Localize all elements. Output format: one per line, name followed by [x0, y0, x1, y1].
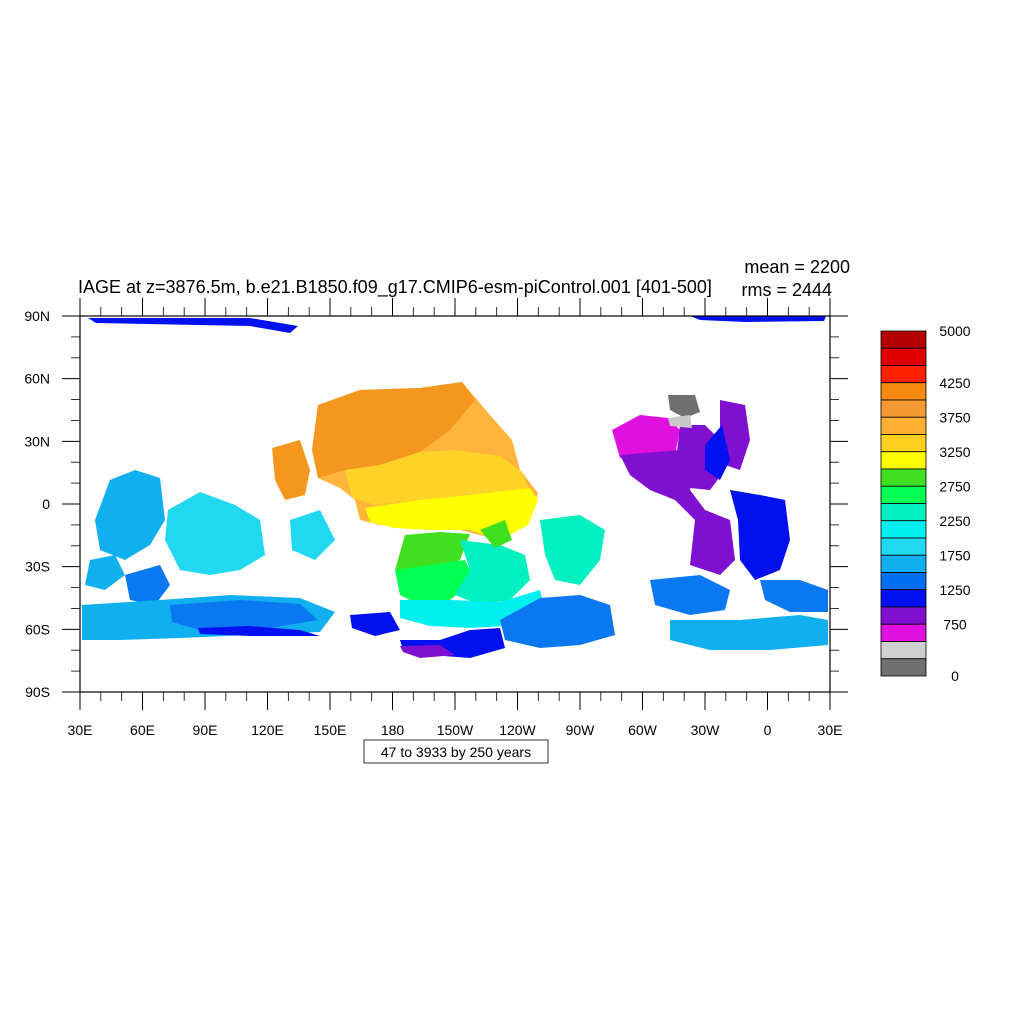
colorbar-label: 4250: [939, 375, 970, 391]
map-field: [82, 316, 828, 658]
y-axis-labels: 90N 60N 30N 0 30S 60S 90S: [24, 308, 50, 700]
colorbar-swatch: [880, 572, 927, 591]
y-tick-label: 90S: [25, 684, 50, 700]
x-tick-label: 0: [764, 722, 772, 738]
x-tick-label: 180: [381, 722, 405, 738]
west-pacific-orange: [272, 440, 310, 500]
south-east-atlantic-blue: [760, 580, 828, 612]
north-atlantic-blue: [705, 425, 730, 480]
colorbar-swatch: [880, 468, 927, 487]
southern-ocean-central-blue: [500, 595, 615, 648]
atlantic-purple: [620, 450, 735, 575]
colorbar-swatch: [880, 606, 927, 625]
subtropical-yellow-orange: [345, 450, 530, 505]
colorbar-swatch: [880, 347, 927, 366]
colorbar-label: 5000: [939, 323, 970, 339]
colorbar-swatch: [880, 537, 927, 556]
north-pacific-orange: [312, 382, 475, 478]
arctic-light-gray: [668, 415, 692, 428]
x-tick-label: 30E: [68, 722, 93, 738]
colorbar-swatch: [880, 451, 927, 470]
southern-ocean-deep-blue: [198, 626, 320, 636]
central-indian-sky: [165, 492, 265, 575]
indian-patch: [85, 555, 125, 590]
indian-deep-blue-patch: [125, 565, 170, 605]
colorbar-swatch: [880, 416, 927, 435]
colorbar-swatch: [880, 399, 927, 418]
y-tick-label: 90N: [24, 308, 50, 324]
colorbar-label: 2250: [939, 513, 970, 529]
colorbar-label: 1750: [939, 547, 970, 563]
colorbar-label: 2750: [939, 478, 970, 494]
colorbar-swatch: [880, 365, 927, 384]
y-tick-label: 30N: [24, 433, 50, 449]
contour-info-box: [363, 739, 549, 764]
colorbar-swatch: [880, 589, 927, 608]
x-tick-label: 60E: [130, 722, 155, 738]
colorbar-swatch: [880, 554, 927, 573]
colorbar-swatch: [880, 330, 927, 349]
colorbar: [880, 330, 927, 677]
antarctic-purple: [400, 645, 455, 658]
colorbar-label: 0: [951, 668, 959, 684]
east-pacific-green-patch: [480, 520, 512, 548]
x-tick-label: 90E: [193, 722, 218, 738]
arctic-strip-east: [690, 316, 826, 322]
x-tick-label: 150W: [437, 722, 474, 738]
colorbar-label: 750: [943, 616, 967, 632]
arctic-dark-gray: [668, 395, 700, 418]
y-tick-label: 60S: [25, 621, 50, 637]
rms-label: rms = 2444: [741, 280, 832, 300]
x-tick-label: 150E: [314, 722, 347, 738]
east-atlantic-blue: [730, 490, 790, 580]
x-tick-label: 120W: [499, 722, 536, 738]
colorbar-labels: 5000 4250 3750 3250 2750 2250 1750 1250 750 0: [939, 323, 970, 684]
ross-sea-blue: [350, 612, 400, 636]
west-indian-blue: [95, 470, 165, 560]
x-tick-label: 120E: [251, 722, 284, 738]
north-atlantic-magenta: [612, 415, 680, 460]
colorbar-swatch: [880, 520, 927, 539]
y-tick-label: 30S: [25, 559, 50, 575]
colorbar-swatch: [880, 503, 927, 522]
south-pacific-bright-green: [395, 560, 475, 605]
colorbar-label: 1250: [939, 582, 970, 598]
southern-ocean-west-blue: [170, 600, 318, 630]
figure-title: IAGE at z=3876.5m, b.e21.B1850.f09_g17.C…: [78, 277, 712, 298]
x-tick-label: 30E: [818, 722, 843, 738]
contour-info: 47 to 3933 by 250 years: [381, 744, 531, 760]
axis-ticks: [62, 298, 848, 710]
colorbar-label: 3750: [939, 409, 970, 425]
south-atlantic-blue: [650, 575, 730, 615]
weddell-light: [670, 615, 828, 650]
mean-label: mean = 2200: [744, 257, 850, 277]
y-tick-label: 60N: [24, 371, 50, 387]
colorbar-swatch: [880, 623, 927, 642]
x-tick-label: 90W: [566, 722, 596, 738]
x-axis-labels: 30E 60E 90E 120E 150E 180 150W 120W 90W 60W 30W 0 30…: [68, 722, 843, 738]
y-tick-label: 0: [42, 496, 50, 512]
south-east-pacific-teal: [540, 515, 605, 585]
colorbar-label: 3250: [939, 444, 970, 460]
colorbar-swatch: [880, 485, 927, 504]
x-tick-label: 60W: [628, 722, 658, 738]
colorbar-swatch: [880, 658, 927, 677]
arctic-strip-west: [88, 318, 298, 333]
colorbar-swatch: [880, 641, 927, 660]
x-tick-label: 30W: [691, 722, 721, 738]
south-pacific-teal: [455, 540, 530, 605]
colorbar-swatch: [880, 434, 927, 453]
tasman-sky: [290, 510, 335, 560]
colorbar-swatch: [880, 382, 927, 401]
